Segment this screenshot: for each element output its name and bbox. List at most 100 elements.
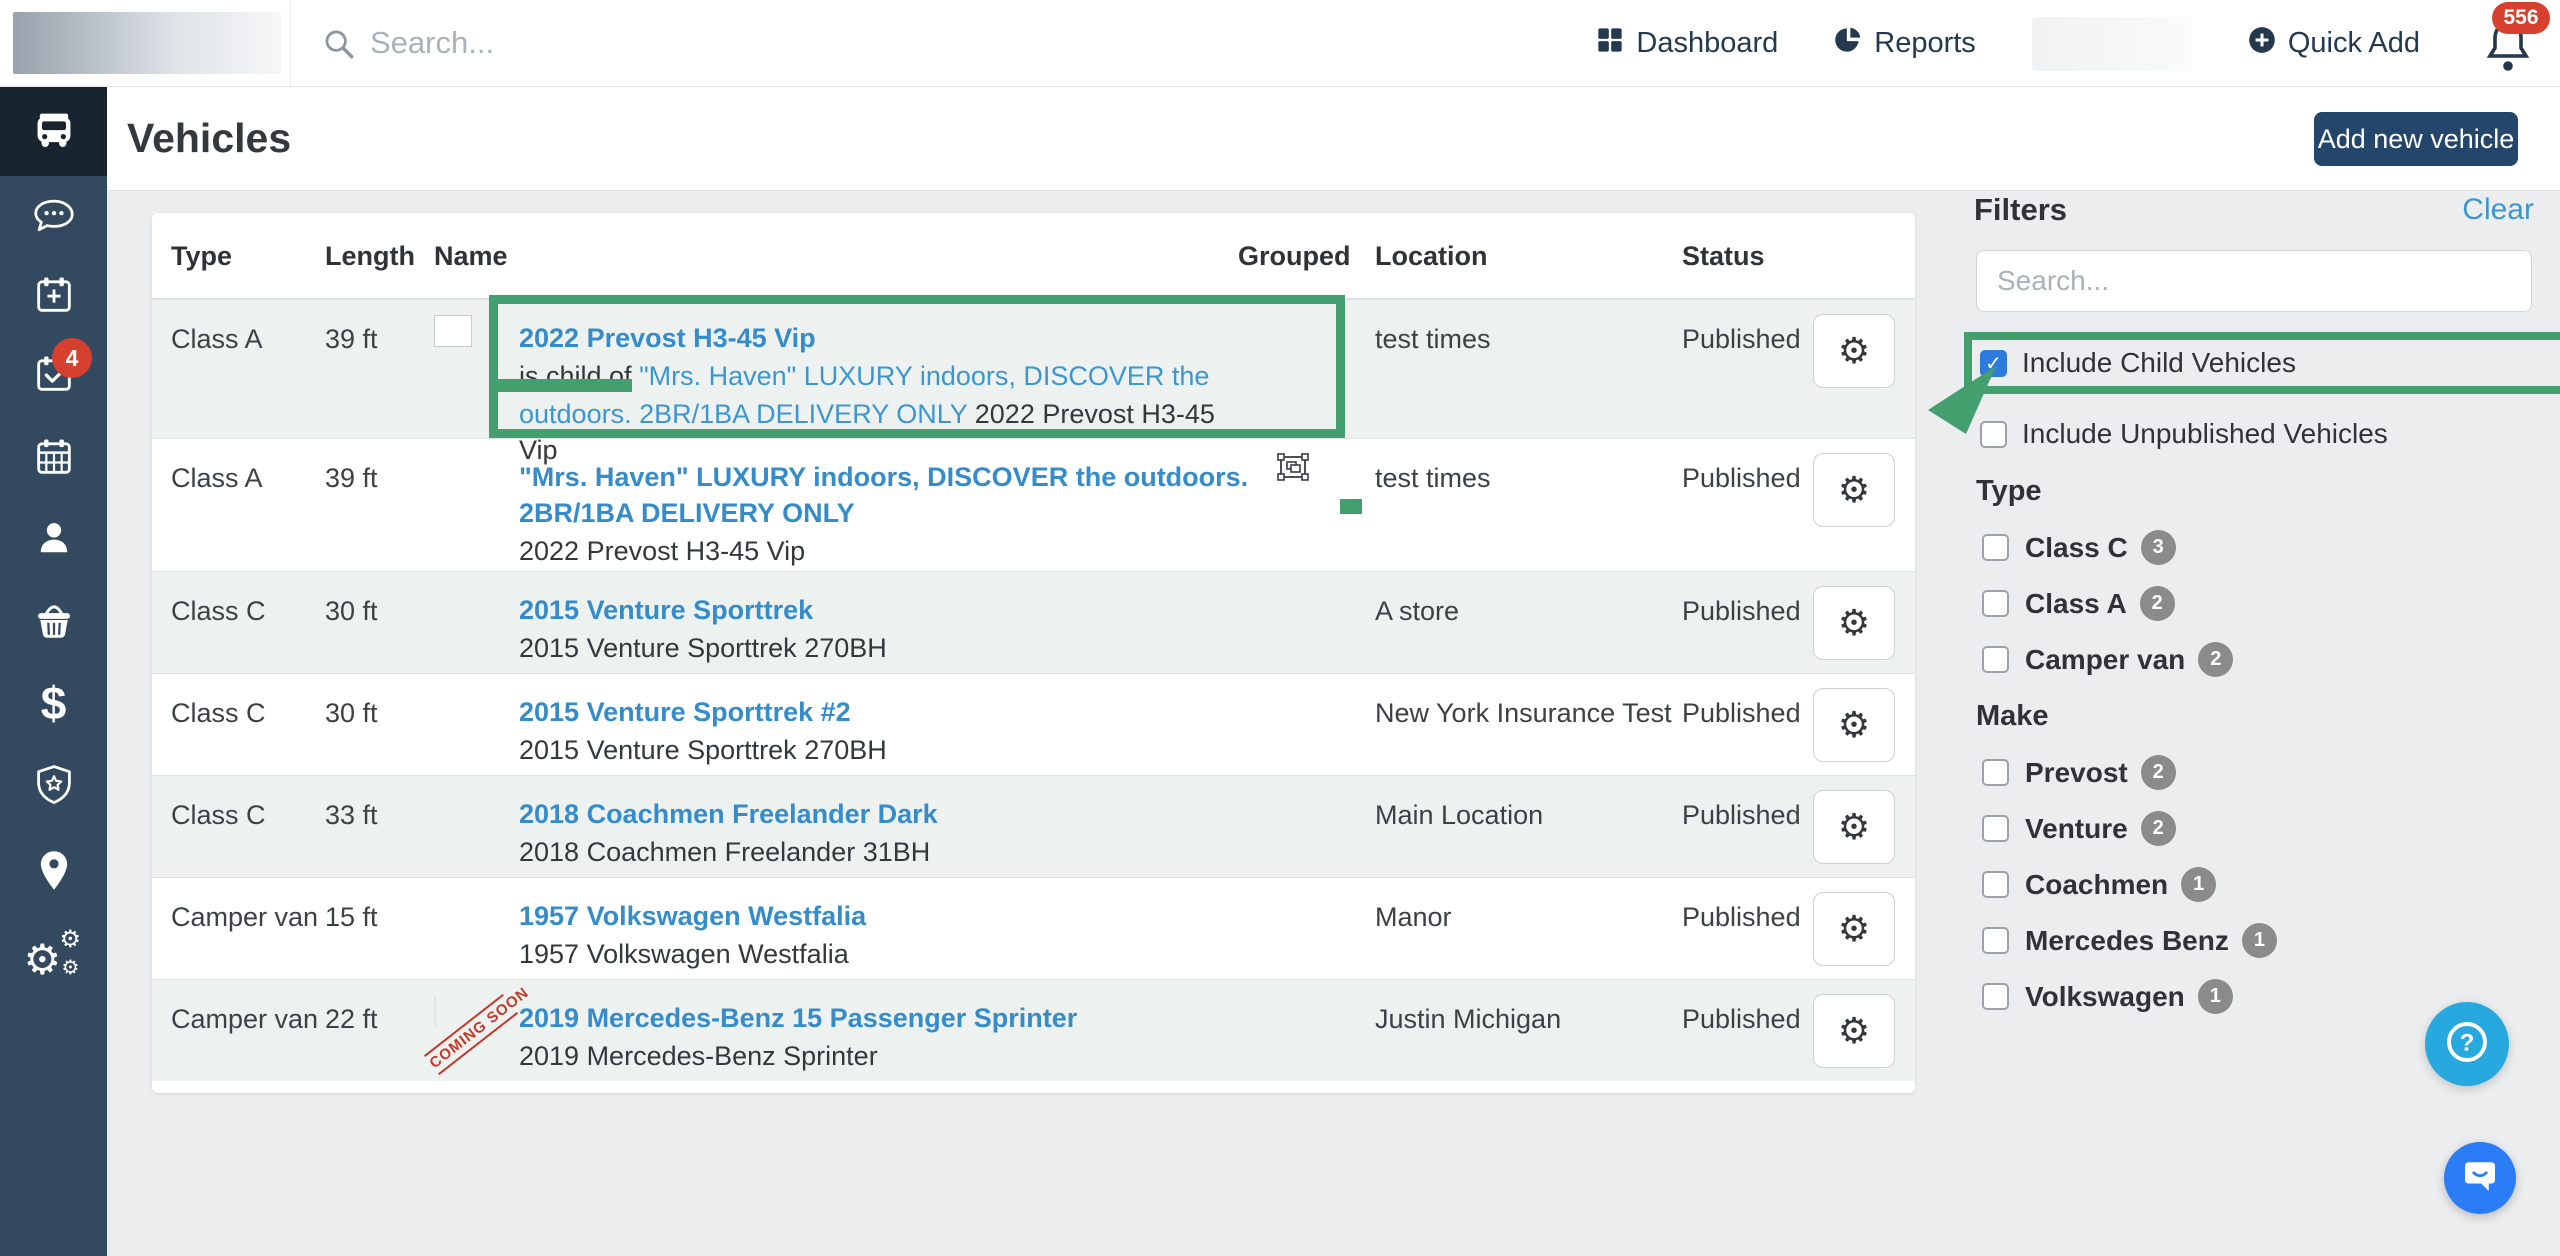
row-settings-button[interactable]: ⚙ <box>1813 453 1895 527</box>
nav-dashboard-label: Dashboard <box>1636 27 1778 60</box>
pie-chart-icon <box>1834 26 1862 62</box>
vehicle-location: test times <box>1375 324 1675 355</box>
vehicle-name-link[interactable]: 1957 Volkswagen Westfalia <box>519 898 1249 934</box>
sidebar-item-insurance[interactable] <box>0 748 107 828</box>
vehicle-location: Main Location <box>1375 800 1675 831</box>
blurred-account-item[interactable] <box>2032 17 2192 71</box>
person-icon <box>32 516 76 565</box>
vehicle-subtitle: 1957 Volkswagen Westfalia <box>519 936 1249 972</box>
filters-clear-link[interactable]: Clear <box>2462 193 2534 227</box>
nav-dashboard[interactable]: Dashboard <box>1596 26 1778 62</box>
filter-option-volkswagen[interactable]: Volkswagen 1 <box>1982 979 2233 1014</box>
gears-icon: ⚙⚙⚙ <box>24 927 84 983</box>
filter-option-mercedes-benz[interactable]: Mercedes Benz 1 <box>1982 923 2277 958</box>
vehicle-name-link[interactable]: 2022 Prevost H3-45 Vip <box>519 320 1249 356</box>
checkbox-unchecked[interactable] <box>1982 646 2009 673</box>
sidebar-item-locations[interactable] <box>0 833 107 913</box>
vehicle-length: 22 ft <box>325 1004 430 1035</box>
checkbox-unchecked[interactable] <box>1982 759 2009 786</box>
chat-bubble-icon <box>30 194 78 243</box>
nav-quick-add[interactable]: Quick Add <box>2248 26 2420 62</box>
vehicle-name-cell: 2015 Venture Sporttrek #2 2015 Venture S… <box>519 694 1249 768</box>
filter-option-camper-van[interactable]: Camper van 2 <box>1982 642 2233 677</box>
global-search-input[interactable]: Search... <box>370 0 494 85</box>
filter-option-label: Prevost <box>2025 757 2128 789</box>
vehicle-thumbnail: COMING SOON <box>434 996 436 1027</box>
include-unpublished-vehicles-checkbox[interactable]: Include Unpublished Vehicles <box>1980 418 2388 450</box>
vehicle-name-link[interactable]: 2015 Venture Sporttrek #2 <box>519 694 1249 730</box>
filter-option-label: Class A <box>2025 588 2127 620</box>
filter-option-prevost[interactable]: Prevost 2 <box>1982 755 2176 790</box>
sidebar-item-customers[interactable] <box>0 500 107 580</box>
nav-reports[interactable]: Reports <box>1834 26 1976 62</box>
filter-option-venture[interactable]: Venture 2 <box>1982 811 2176 846</box>
vehicle-location: New York Insurance Test <box>1375 698 1675 729</box>
column-header-type: Type <box>171 213 232 299</box>
sidebar-item-add-booking[interactable] <box>0 257 107 337</box>
sidebar-item-calendar[interactable] <box>0 419 107 499</box>
vehicle-name-link[interactable]: "Mrs. Haven" LUXURY indoors, DISCOVER th… <box>519 459 1249 495</box>
sidebar-item-bookings[interactable]: 4 <box>0 336 107 416</box>
svg-text:?: ? <box>2460 1029 2475 1056</box>
vehicle-status: Published <box>1682 463 1812 494</box>
row-settings-button[interactable]: ⚙ <box>1813 790 1895 864</box>
app-logo[interactable] <box>13 12 281 74</box>
filter-option-label: Coachmen <box>2025 869 2168 901</box>
filter-option-class-c[interactable]: Class C 3 <box>1982 530 2176 565</box>
bookings-count-badge: 4 <box>52 338 92 378</box>
vehicle-name-link[interactable]: 2019 Mercedes-Benz 15 Passenger Sprinter <box>519 1000 1249 1036</box>
vehicle-name-link[interactable]: 2015 Venture Sporttrek <box>519 592 1249 628</box>
filters-search-input[interactable] <box>1976 250 2532 312</box>
row-settings-button[interactable]: ⚙ <box>1813 994 1895 1068</box>
row-settings-button[interactable]: ⚙ <box>1813 892 1895 966</box>
row-settings-button[interactable]: ⚙ <box>1813 586 1895 660</box>
parent-vehicle-link-cont[interactable]: outdoors. 2BR/1BA DELIVERY ONLY <box>519 399 967 429</box>
sidebar-item-settings[interactable]: ⚙⚙⚙ <box>0 915 107 995</box>
help-button[interactable]: ? <box>2425 1002 2509 1086</box>
gear-icon: ⚙ <box>1838 605 1870 641</box>
notifications-button[interactable]: 556 <box>2482 16 2534 72</box>
row-settings-button[interactable]: ⚙ <box>1813 688 1895 762</box>
vehicle-name-cell: 2018 Coachmen Freelander Dark 2018 Coach… <box>519 796 1249 870</box>
filter-option-label: Volkswagen <box>2025 981 2185 1013</box>
sidebar-item-messages[interactable] <box>0 178 107 258</box>
sidebar-item-store[interactable] <box>0 582 107 662</box>
vehicle-subtitle: 2015 Venture Sporttrek 270BH <box>519 630 1249 666</box>
filter-option-class-a[interactable]: Class A 2 <box>1982 586 2175 621</box>
dashboard-grid-icon <box>1596 26 1624 62</box>
vehicle-name-cell: 2019 Mercedes-Benz 15 Passenger Sprinter… <box>519 1000 1249 1074</box>
vehicle-location: test times <box>1375 463 1675 494</box>
checkbox-unchecked[interactable] <box>1982 983 2009 1010</box>
calendar-plus-icon <box>31 272 77 323</box>
vehicle-name-link-cont[interactable]: 2BR/1BA DELIVERY ONLY <box>519 495 1249 531</box>
checkbox-unchecked[interactable] <box>1982 927 2009 954</box>
checkbox-unchecked[interactable] <box>1982 815 2009 842</box>
bus-icon <box>31 106 77 157</box>
table-row: Class C 33 ft 2018 Coachmen Freelander D… <box>152 775 1915 877</box>
notification-count-badge: 556 <box>2492 2 2550 34</box>
vehicle-length: 30 ft <box>325 596 430 627</box>
checkbox-unchecked[interactable] <box>1982 534 2009 561</box>
filter-option-coachmen[interactable]: Coachmen 1 <box>1982 867 2216 902</box>
sidebar-item-vehicles[interactable] <box>0 87 107 176</box>
checkbox-unchecked[interactable] <box>1982 590 2009 617</box>
vehicle-thumbnail-placeholder <box>434 316 436 347</box>
add-new-vehicle-button[interactable]: Add new vehicle <box>2314 112 2518 166</box>
include-child-vehicles-checkbox[interactable]: ✓ Include Child Vehicles <box>1980 347 2296 379</box>
row-settings-button[interactable]: ⚙ <box>1813 314 1895 388</box>
sidebar-item-payments[interactable]: $ <box>0 663 107 743</box>
vehicle-length: 39 ft <box>325 463 430 494</box>
vehicle-name-link[interactable]: 2018 Coachmen Freelander Dark <box>519 796 1249 832</box>
vehicle-type: Class A <box>171 463 321 494</box>
vehicle-subtitle: 2018 Coachmen Freelander 31BH <box>519 834 1249 870</box>
column-header-name: Name <box>434 213 508 299</box>
gear-icon: ⚙ <box>1838 911 1870 947</box>
top-navbar: Search... Dashboard Reports Quick Add 55… <box>0 0 2560 87</box>
chat-button[interactable] <box>2444 1142 2516 1214</box>
vehicle-length: 39 ft <box>325 324 430 355</box>
table-row: Class A 39 ft "Mrs. Haven" LUXURY indoor… <box>152 438 1915 571</box>
checkbox-unchecked[interactable] <box>1982 871 2009 898</box>
parent-vehicle-link[interactable]: "Mrs. Haven" LUXURY indoors, DISCOVER th… <box>639 361 1209 391</box>
page-title: Vehicles <box>127 87 291 189</box>
basket-icon <box>30 598 78 647</box>
